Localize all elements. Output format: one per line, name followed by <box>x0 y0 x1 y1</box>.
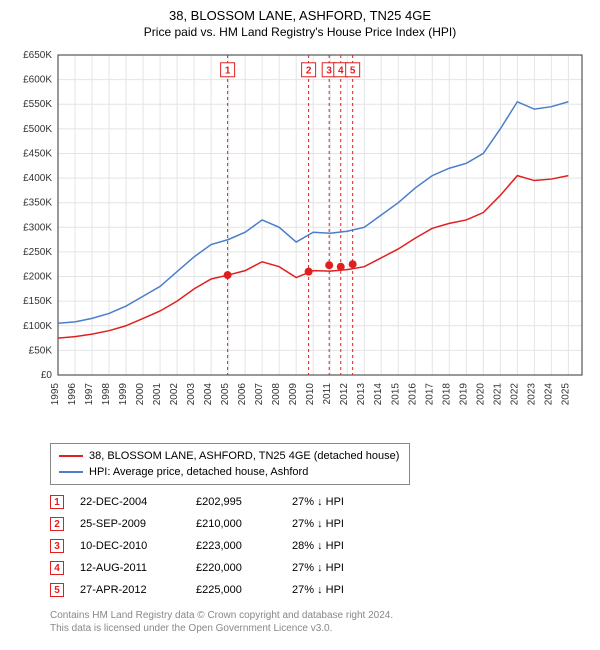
svg-text:2016: 2016 <box>407 383 418 406</box>
svg-text:4: 4 <box>338 65 344 76</box>
svg-text:2017: 2017 <box>424 383 435 406</box>
svg-text:2004: 2004 <box>203 383 214 406</box>
svg-text:1997: 1997 <box>84 383 95 406</box>
svg-text:2003: 2003 <box>186 383 197 406</box>
svg-text:£50K: £50K <box>29 345 53 356</box>
svg-text:2012: 2012 <box>339 383 350 406</box>
transaction-marker: 5 <box>50 583 64 597</box>
svg-text:2014: 2014 <box>373 383 384 406</box>
footer-line1: Contains HM Land Registry data © Crown c… <box>50 609 590 622</box>
transaction-row: 4 12-AUG-2011 £220,000 27% ↓ HPI <box>50 557 590 579</box>
footer-attribution: Contains HM Land Registry data © Crown c… <box>50 609 590 635</box>
transaction-date: 12-AUG-2011 <box>80 562 180 574</box>
svg-text:1998: 1998 <box>101 383 112 406</box>
svg-text:2020: 2020 <box>475 383 486 406</box>
svg-text:£400K: £400K <box>23 173 52 184</box>
svg-text:2008: 2008 <box>271 383 282 406</box>
transaction-price: £210,000 <box>196 518 276 530</box>
svg-text:£600K: £600K <box>23 75 52 86</box>
transactions-table: 1 22-DEC-2004 £202,995 27% ↓ HPI 2 25-SEP-200… <box>50 491 590 601</box>
svg-text:2001: 2001 <box>152 383 163 406</box>
svg-text:2007: 2007 <box>254 383 265 406</box>
svg-text:2013: 2013 <box>356 383 367 406</box>
svg-text:2021: 2021 <box>492 383 503 406</box>
legend-swatch <box>59 471 83 473</box>
svg-text:£350K: £350K <box>23 198 52 209</box>
svg-text:£500K: £500K <box>23 124 52 135</box>
chart-legend: 38, BLOSSOM LANE, ASHFORD, TN25 4GE (det… <box>50 443 410 485</box>
transaction-marker: 3 <box>50 539 64 553</box>
legend-row: 38, BLOSSOM LANE, ASHFORD, TN25 4GE (det… <box>59 448 401 464</box>
transaction-row: 5 27-APR-2012 £225,000 27% ↓ HPI <box>50 579 590 601</box>
title-block: 38, BLOSSOM LANE, ASHFORD, TN25 4GE Pric… <box>10 8 590 39</box>
svg-text:£100K: £100K <box>23 321 52 332</box>
svg-text:2: 2 <box>306 65 312 76</box>
transaction-price: £202,995 <box>196 496 276 508</box>
transaction-price: £223,000 <box>196 540 276 552</box>
chart-title: 38, BLOSSOM LANE, ASHFORD, TN25 4GE <box>10 8 590 23</box>
footer-line2: This data is licensed under the Open Gov… <box>50 622 590 635</box>
transaction-date: 27-APR-2012 <box>80 584 180 596</box>
svg-text:£650K: £650K <box>23 50 52 61</box>
svg-text:2022: 2022 <box>509 383 520 406</box>
transaction-marker: 1 <box>50 495 64 509</box>
transaction-date: 25-SEP-2009 <box>80 518 180 530</box>
svg-text:2005: 2005 <box>220 383 231 406</box>
legend-label: HPI: Average price, detached house, Ashf… <box>89 464 308 480</box>
transaction-marker: 4 <box>50 561 64 575</box>
svg-text:1995: 1995 <box>50 383 61 406</box>
transaction-row: 1 22-DEC-2004 £202,995 27% ↓ HPI <box>50 491 590 513</box>
svg-text:2024: 2024 <box>543 383 554 406</box>
svg-text:£250K: £250K <box>23 247 52 258</box>
svg-text:3: 3 <box>326 65 332 76</box>
legend-label: 38, BLOSSOM LANE, ASHFORD, TN25 4GE (det… <box>89 448 399 464</box>
svg-text:1999: 1999 <box>118 383 129 406</box>
svg-text:£0: £0 <box>41 370 53 381</box>
chart-subtitle: Price paid vs. HM Land Registry's House … <box>10 25 590 39</box>
transaction-diff: 28% ↓ HPI <box>292 540 392 552</box>
svg-text:1996: 1996 <box>67 383 78 406</box>
line-chart-svg: £0 £50K £100K £150K £200K £250K £300K £350K £400… <box>10 45 590 435</box>
transaction-row: 3 10-DEC-2010 £223,000 28% ↓ HPI <box>50 535 590 557</box>
svg-text:2025: 2025 <box>560 383 571 406</box>
transaction-price: £220,000 <box>196 562 276 574</box>
svg-text:2015: 2015 <box>390 383 401 406</box>
chart-area: £0 £50K £100K £150K £200K £250K £300K £350K £400… <box>10 45 590 435</box>
svg-text:2009: 2009 <box>288 383 299 406</box>
legend-row: HPI: Average price, detached house, Ashf… <box>59 464 401 480</box>
transaction-diff: 27% ↓ HPI <box>292 562 392 574</box>
transaction-price: £225,000 <box>196 584 276 596</box>
svg-text:2019: 2019 <box>458 383 469 406</box>
svg-text:2000: 2000 <box>135 383 146 406</box>
transaction-row: 2 25-SEP-2009 £210,000 27% ↓ HPI <box>50 513 590 535</box>
legend-swatch <box>59 455 83 457</box>
svg-text:£300K: £300K <box>23 222 52 233</box>
svg-text:1: 1 <box>225 65 231 76</box>
svg-text:£200K: £200K <box>23 272 52 283</box>
svg-text:£150K: £150K <box>23 296 52 307</box>
svg-text:2006: 2006 <box>237 383 248 406</box>
svg-text:5: 5 <box>350 65 356 76</box>
svg-text:2010: 2010 <box>305 383 316 406</box>
svg-text:£550K: £550K <box>23 99 52 110</box>
transaction-date: 22-DEC-2004 <box>80 496 180 508</box>
chart-container: 38, BLOSSOM LANE, ASHFORD, TN25 4GE Pric… <box>0 0 600 639</box>
svg-text:2018: 2018 <box>441 383 452 406</box>
transaction-date: 10-DEC-2010 <box>80 540 180 552</box>
transaction-diff: 27% ↓ HPI <box>292 584 392 596</box>
transaction-diff: 27% ↓ HPI <box>292 496 392 508</box>
svg-text:£450K: £450K <box>23 148 52 159</box>
svg-text:2023: 2023 <box>526 383 537 406</box>
svg-text:2002: 2002 <box>169 383 180 406</box>
transaction-diff: 27% ↓ HPI <box>292 518 392 530</box>
svg-text:2011: 2011 <box>322 383 333 405</box>
transaction-marker: 2 <box>50 517 64 531</box>
